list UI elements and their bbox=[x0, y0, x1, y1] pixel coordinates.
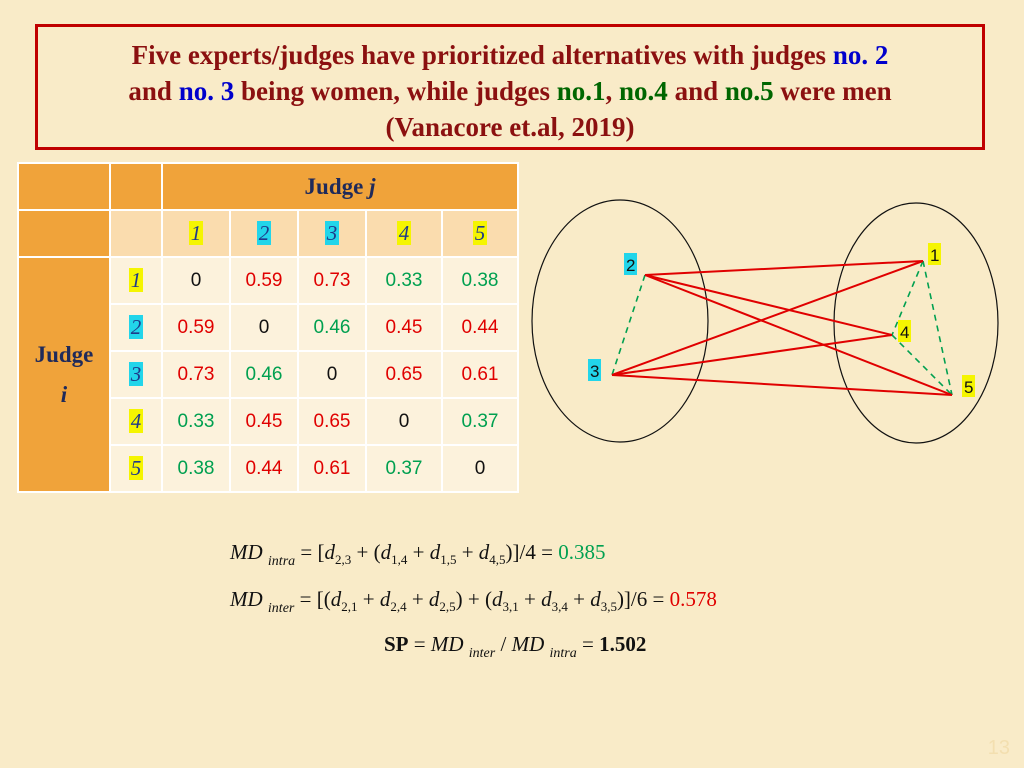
women-group-ellipse bbox=[531, 199, 709, 443]
md-intra-value: 0.385 bbox=[558, 540, 606, 564]
corner-cell bbox=[17, 162, 111, 211]
distance-matrix-table: Judge j 1 2 3 4 5 Judge i 1 0 0.59 0.73 … bbox=[17, 162, 519, 493]
matrix-cell: 0.45 bbox=[365, 303, 443, 352]
matrix-cell: 0.59 bbox=[161, 303, 231, 352]
title-text: Five experts/judges have prioritized alt… bbox=[131, 40, 833, 70]
col-index: 3 bbox=[297, 209, 367, 258]
matrix-cell: 0.44 bbox=[229, 444, 299, 493]
title-line-2: and no. 3 being women, while judges no.1… bbox=[38, 73, 982, 109]
matrix-cell: 0 bbox=[365, 397, 443, 446]
matrix-cell: 0 bbox=[297, 350, 367, 399]
col-index: 5 bbox=[441, 209, 519, 258]
matrix-cell: 0.65 bbox=[297, 397, 367, 446]
slide-title: Five experts/judges have prioritized alt… bbox=[35, 24, 985, 150]
md-intra-formula: MD intra = [d2,3 + (d1,4 + d1,5 + d4,5)]… bbox=[230, 540, 606, 569]
row-index: 4 bbox=[109, 397, 163, 446]
inter-edge-2-4 bbox=[644, 274, 893, 336]
node-4-highlight bbox=[898, 320, 911, 342]
node-5-label: 5 bbox=[964, 378, 973, 397]
judges-network-diagram: 2 3 1 4 5 bbox=[531, 199, 999, 444]
title-line-3: (Vanacore et.al, 2019) bbox=[385, 112, 635, 142]
row-index: 3 bbox=[109, 350, 163, 399]
matrix-cell: 0.37 bbox=[365, 444, 443, 493]
matrix-cell: 0.33 bbox=[365, 256, 443, 305]
matrix-cell: 0.38 bbox=[441, 256, 519, 305]
title-text: and bbox=[128, 76, 179, 106]
col-index: 2 bbox=[229, 209, 299, 258]
node-4-label: 4 bbox=[900, 323, 909, 342]
node-2-label: 2 bbox=[626, 256, 635, 275]
inter-edge-2-1 bbox=[644, 260, 924, 276]
node-3-highlight bbox=[588, 359, 601, 381]
md-inter-value: 0.578 bbox=[669, 587, 717, 611]
inter-edge-3-1 bbox=[611, 260, 924, 376]
sp-formula: SP = MD inter / MD intra = 1.502 bbox=[384, 632, 647, 661]
matrix-cell: 0.46 bbox=[229, 350, 299, 399]
title-men-judge: no.4 bbox=[619, 76, 668, 106]
matrix-cell: 0.65 bbox=[365, 350, 443, 399]
matrix-cell: 0.61 bbox=[297, 444, 367, 493]
matrix-cell: 0.38 bbox=[161, 444, 231, 493]
row-index: 2 bbox=[109, 303, 163, 352]
title-text: were men bbox=[773, 76, 892, 106]
md-inter-formula: MD inter = [(d2,1 + d2,4 + d2,5) + (d3,1… bbox=[230, 587, 717, 616]
node-5-highlight bbox=[962, 375, 975, 397]
corner-cell bbox=[109, 209, 163, 258]
men-group-ellipse bbox=[833, 202, 999, 444]
matrix-cell: 0.73 bbox=[161, 350, 231, 399]
intra-edge-1-4 bbox=[891, 260, 924, 336]
matrix-cell: 0.46 bbox=[297, 303, 367, 352]
matrix-cell: 0.59 bbox=[229, 256, 299, 305]
node-1-highlight bbox=[928, 243, 941, 265]
title-women-judge: no. 3 bbox=[178, 76, 235, 106]
title-text: , bbox=[605, 76, 620, 106]
row-index: 5 bbox=[109, 444, 163, 493]
intra-edge-1-5 bbox=[922, 260, 953, 396]
corner-cell bbox=[109, 162, 163, 211]
matrix-cell: 0 bbox=[161, 256, 231, 305]
row-header: Judge i bbox=[17, 256, 111, 493]
corner-cell bbox=[17, 209, 111, 258]
node-1-label: 1 bbox=[930, 246, 939, 265]
title-women-judge: no. 2 bbox=[832, 40, 889, 70]
node-2-highlight bbox=[624, 253, 637, 275]
matrix-cell: 0.61 bbox=[441, 350, 519, 399]
node-3-label: 3 bbox=[590, 362, 599, 381]
inter-edge-2-5 bbox=[644, 274, 953, 396]
page-number: 13 bbox=[987, 737, 1010, 759]
row-index: 1 bbox=[109, 256, 163, 305]
title-men-judge: no.1 bbox=[556, 76, 606, 106]
matrix-cell: 0.33 bbox=[161, 397, 231, 446]
matrix-cell: 0.44 bbox=[441, 303, 519, 352]
matrix-cell: 0.45 bbox=[229, 397, 299, 446]
intra-edge-4-5 bbox=[891, 334, 953, 396]
matrix-cell: 0.73 bbox=[297, 256, 367, 305]
inter-edge-3-5 bbox=[611, 374, 953, 396]
title-line-1: Five experts/judges have prioritized alt… bbox=[38, 37, 982, 73]
matrix-cell: 0.37 bbox=[441, 397, 519, 446]
sp-value: 1.502 bbox=[599, 632, 647, 656]
title-text: and bbox=[667, 76, 725, 106]
matrix-cell: 0 bbox=[441, 444, 519, 493]
title-text: being women, while judges bbox=[234, 76, 557, 106]
matrix-cell: 0 bbox=[229, 303, 299, 352]
title-men-judge: no.5 bbox=[724, 76, 774, 106]
col-index: 1 bbox=[161, 209, 231, 258]
intra-edge-2-3 bbox=[611, 274, 646, 376]
inter-edge-3-4 bbox=[611, 334, 893, 376]
column-header: Judge j bbox=[161, 162, 519, 211]
col-index: 4 bbox=[365, 209, 443, 258]
